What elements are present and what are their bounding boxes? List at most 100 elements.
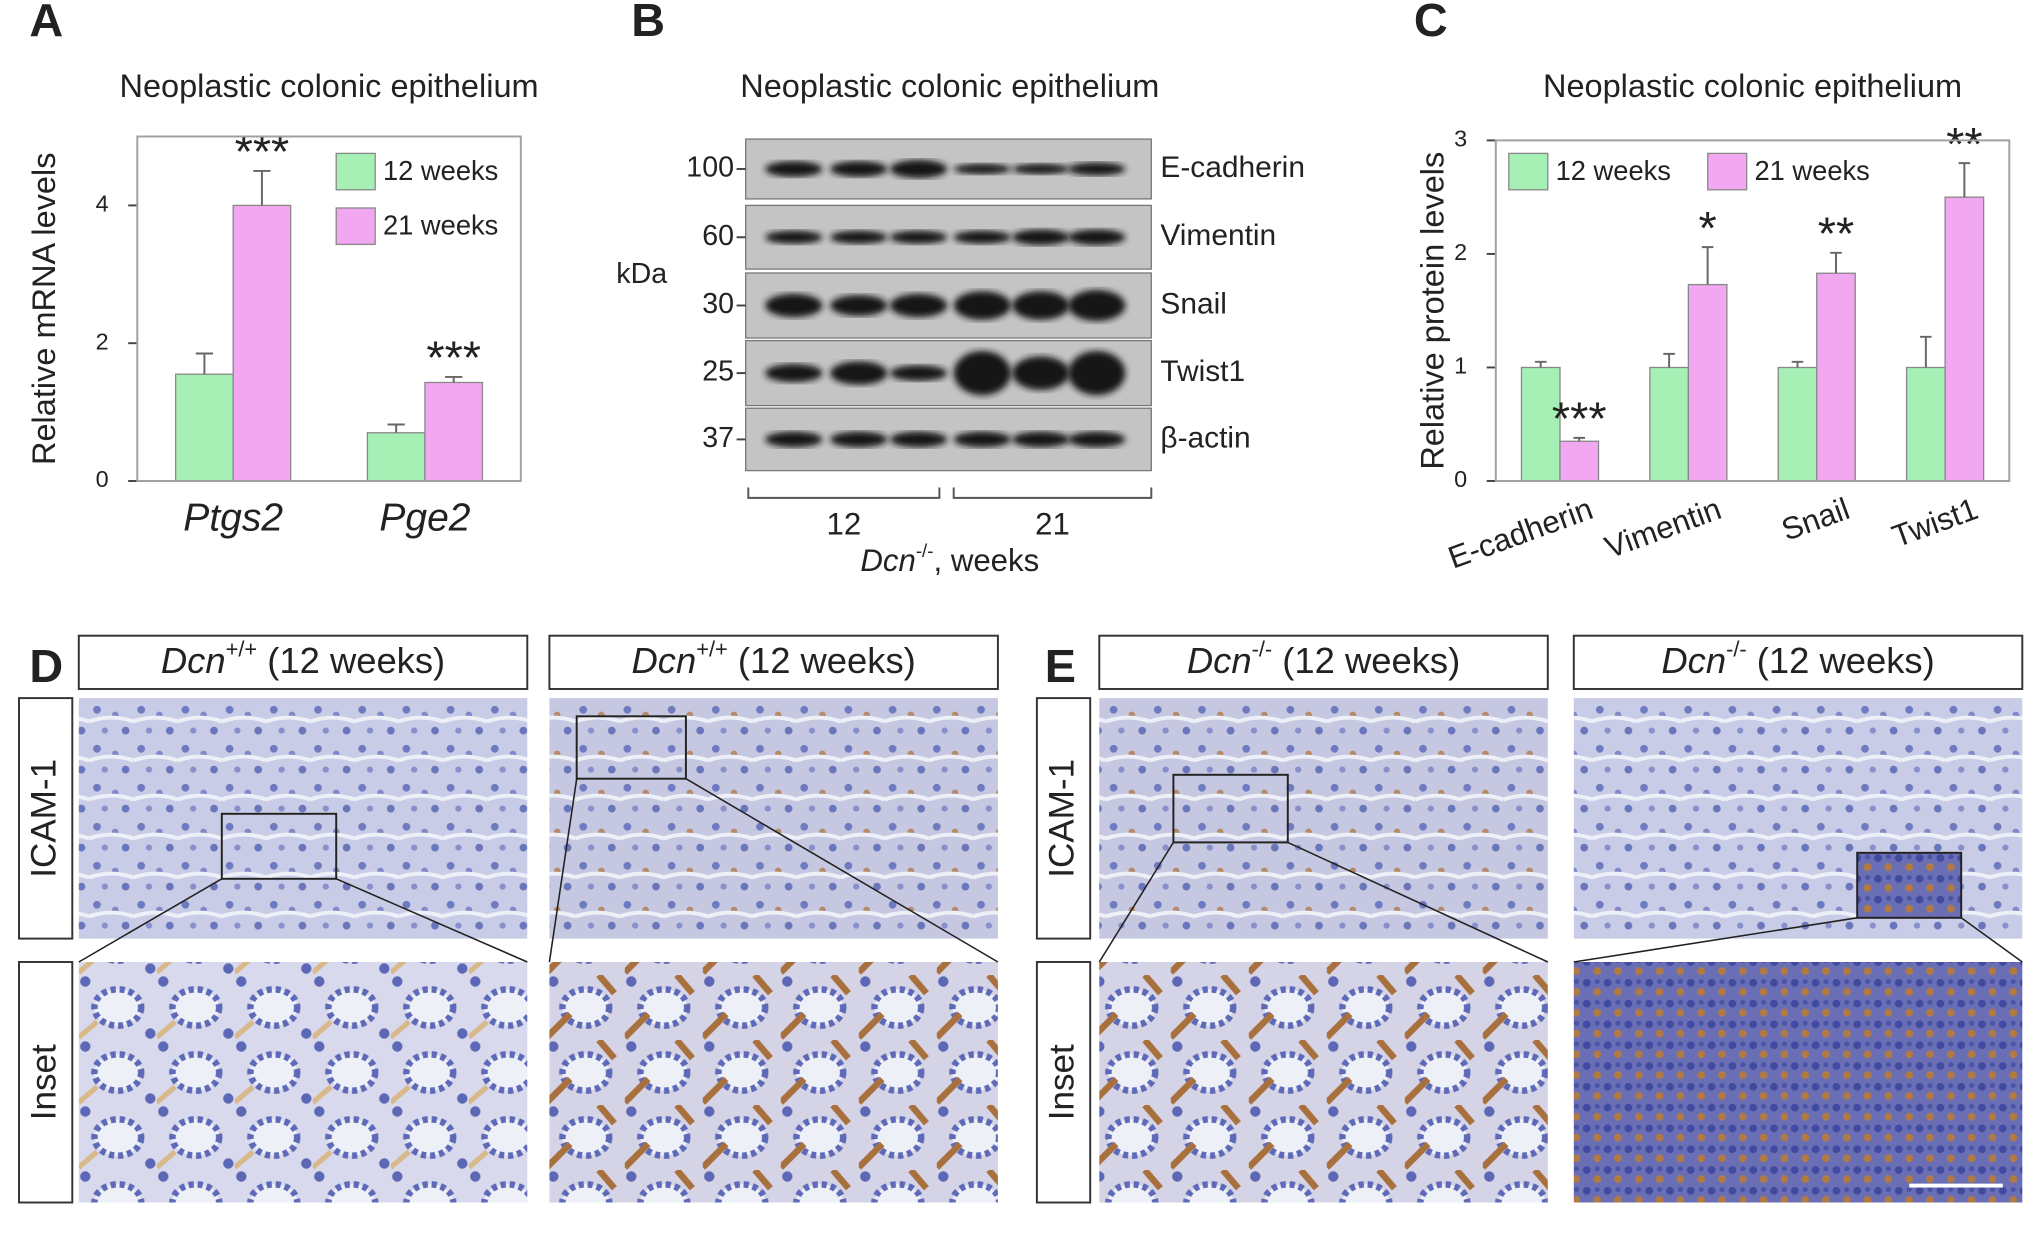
marker-label: 37 <box>702 422 734 454</box>
blot-band <box>830 230 888 244</box>
genotype: +/+ <box>226 636 258 661</box>
protein-label: β-actin <box>1160 421 1250 454</box>
x-tick-label: Pge2 <box>379 496 470 539</box>
marker-label: 30 <box>702 288 734 320</box>
legend-swatch <box>335 207 376 246</box>
significance: *** <box>1552 393 1607 445</box>
blot-band <box>830 161 888 177</box>
error-bar <box>387 423 405 433</box>
row-label: ICAM-1 <box>25 759 64 878</box>
blot-band <box>890 230 948 244</box>
blot-band <box>1012 229 1070 246</box>
gene: Dcn <box>161 640 226 681</box>
panel-title: Dcn+/+ (12 weeks) <box>161 636 445 681</box>
legend-label: 21 weeks <box>1755 155 1870 186</box>
panel-title: Dcn-/- (12 weeks) <box>1661 636 1934 681</box>
row-label-box <box>1035 961 1092 1204</box>
blot-band <box>953 291 1011 320</box>
x-tick-label: Snail <box>1777 491 1854 548</box>
bar <box>232 204 292 482</box>
bar <box>366 432 426 482</box>
blot-x-label: Dcn-/-, weeks <box>860 540 1039 578</box>
error-bar <box>195 352 214 375</box>
legend-label: 21 weeks <box>383 210 498 241</box>
y-tick-label: 0 <box>96 466 109 492</box>
bar <box>175 373 234 482</box>
error-bar <box>1791 360 1804 368</box>
group-bracket <box>952 487 1153 499</box>
protein-label: Twist1 <box>1160 355 1245 388</box>
inset-micrograph <box>1099 962 1548 1203</box>
inset-micrograph <box>78 962 528 1203</box>
gene: Dcn <box>632 640 697 681</box>
bar <box>1944 196 1985 482</box>
inset-micrograph <box>1573 962 2023 1203</box>
gene: Dcn <box>1661 640 1726 681</box>
significance: ** <box>1946 118 1982 170</box>
chart-title: Neoplastic colonic epithelium <box>1543 68 1962 104</box>
title-box <box>1098 634 1549 690</box>
significance: *** <box>235 126 290 178</box>
blot-band <box>830 431 888 448</box>
gene: Dcn <box>1187 640 1252 681</box>
row-label-box <box>1035 697 1092 940</box>
genotype: +/+ <box>696 636 728 661</box>
y-axis-label: Relative protein levels <box>1414 152 1450 470</box>
title-box <box>77 634 529 690</box>
zoom-lines <box>1573 917 2023 963</box>
y-tick-label: 2 <box>1454 239 1467 265</box>
significance: ** <box>1818 208 1854 260</box>
y-tick-label: 1 <box>1454 353 1467 379</box>
blot-band <box>1012 163 1070 175</box>
marker-label: 25 <box>702 356 734 388</box>
genotype: -/- <box>1726 636 1747 661</box>
zoom-box <box>1172 773 1289 844</box>
blot-band <box>890 431 948 448</box>
panel-label: C <box>1414 0 1448 46</box>
marker-label: 60 <box>702 220 734 252</box>
row-label: Inset <box>25 1044 64 1120</box>
group-bracket <box>747 487 941 499</box>
suffix: (12 weeks) <box>1747 640 1935 681</box>
significance: * <box>1699 202 1717 254</box>
error-bar <box>1701 246 1714 285</box>
bar <box>1816 272 1856 482</box>
legend-swatch <box>1707 152 1748 191</box>
panel-label: E <box>1045 640 1076 692</box>
inset-micrograph <box>549 962 998 1203</box>
micrograph <box>1099 698 1548 939</box>
bar <box>1687 283 1728 482</box>
error-bar <box>1920 335 1932 368</box>
y-axis-label: Relative mRNA levels <box>26 153 62 465</box>
gene: Dcn <box>860 543 915 578</box>
blot-band <box>765 230 823 244</box>
zoom-box <box>1856 851 1963 919</box>
bar <box>1777 366 1818 482</box>
bar <box>1905 366 1946 482</box>
blot-band <box>765 161 823 177</box>
marker-unit: kDa <box>616 258 667 290</box>
y-tick-label: 0 <box>1454 466 1467 492</box>
panel-label: A <box>29 0 63 46</box>
suffix: (12 weeks) <box>728 640 916 681</box>
error-bar <box>253 169 271 206</box>
error-bar <box>1958 162 1971 198</box>
genotype: -/- <box>916 540 934 561</box>
protein-label: Snail <box>1160 287 1226 320</box>
blot-band <box>1068 289 1126 322</box>
zoom-lines <box>548 778 999 963</box>
blot-band <box>953 163 1011 175</box>
genotype: -/- <box>1252 636 1273 661</box>
row-label-box <box>18 961 74 1204</box>
group-label: 12 <box>826 507 861 542</box>
blot-band <box>890 293 948 318</box>
blot-band <box>830 361 888 385</box>
row-label-box <box>18 697 74 940</box>
blot-band <box>890 365 948 381</box>
error-bar <box>1573 436 1586 442</box>
x-tick-label: Twist1 <box>1887 491 1982 554</box>
legend-swatch <box>1508 152 1549 191</box>
title-box <box>1572 634 2024 690</box>
bar <box>1649 366 1690 482</box>
